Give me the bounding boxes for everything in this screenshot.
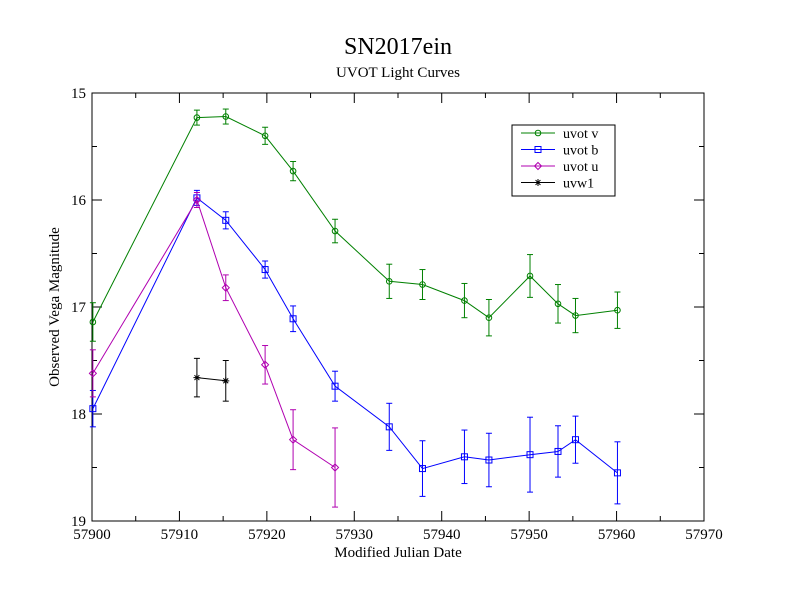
x-tick-label: 57940 [423, 527, 461, 543]
data-point [526, 451, 534, 459]
series-line [92, 198, 336, 468]
x-tick-label: 57910 [161, 527, 199, 543]
series-line [92, 115, 618, 323]
x-tick-label: 57950 [510, 527, 548, 543]
y-tick-label: 16 [71, 193, 87, 209]
data-point [418, 465, 426, 473]
x-axis-label: Modified Julian Date [334, 545, 462, 561]
series-layer [88, 108, 621, 508]
data-point [485, 314, 493, 322]
legend-label: uvot u [563, 160, 598, 175]
chart-subtitle: UVOT Light Curves [336, 65, 460, 81]
data-point [571, 436, 579, 444]
y-tick-label: 19 [71, 514, 86, 530]
series-line [196, 377, 226, 382]
y-tick-label: 17 [71, 300, 87, 316]
data-point [288, 435, 298, 444]
data-point [193, 374, 201, 382]
data-point [385, 423, 393, 431]
x-tick-label: 57960 [598, 527, 636, 543]
legend-label: uvot b [563, 144, 598, 159]
data-point [260, 360, 270, 369]
data-point [331, 227, 339, 235]
data-point [89, 318, 97, 326]
data-point [289, 315, 297, 323]
data-point [572, 312, 579, 319]
data-point [261, 266, 269, 274]
legend-label: uvot v [563, 127, 598, 142]
data-point [331, 382, 339, 390]
data-point [222, 216, 230, 224]
data-point [554, 447, 562, 455]
y-axis-label: Observed Vega Magnitude [47, 227, 63, 387]
legend-marker [534, 129, 542, 137]
data-point [261, 132, 269, 140]
legend-marker [533, 161, 543, 171]
y-tick-label: 18 [71, 407, 86, 423]
series-uvw1 [193, 357, 230, 402]
data-point [222, 377, 230, 385]
data-point [460, 453, 468, 461]
data-point [88, 369, 98, 378]
series-uvot-v [89, 108, 621, 342]
y-tick-label: 15 [71, 86, 86, 102]
data-point [221, 283, 230, 292]
legend-label: uvw1 [563, 177, 594, 192]
data-point [289, 167, 297, 175]
data-point [485, 456, 493, 464]
data-point [192, 195, 202, 205]
legend-marker [534, 179, 542, 186]
data-point [526, 272, 534, 280]
series-line [92, 197, 618, 474]
data-point [461, 297, 468, 304]
data-point [613, 469, 621, 477]
data-point [614, 306, 621, 314]
x-tick-label: 57900 [73, 527, 111, 543]
x-tick-label: 57930 [336, 527, 374, 543]
axis-ticks: 57900 57910 57920 57930 57940 57950 57960 57970… [71, 86, 723, 543]
legend-marker [534, 146, 542, 153]
chart-title: SN2017ein [344, 34, 452, 60]
data-point [193, 114, 201, 121]
data-point [89, 405, 97, 413]
data-point [385, 278, 393, 285]
data-point [330, 463, 340, 472]
legend-box [511, 124, 616, 197]
x-tick-label: 57970 [685, 527, 723, 543]
series-uvot-u [88, 192, 340, 508]
data-point [222, 113, 230, 120]
series-uvot-b [89, 189, 621, 505]
data-point [554, 300, 562, 308]
x-tick-label: 57920 [248, 527, 286, 543]
data-point [419, 281, 426, 288]
